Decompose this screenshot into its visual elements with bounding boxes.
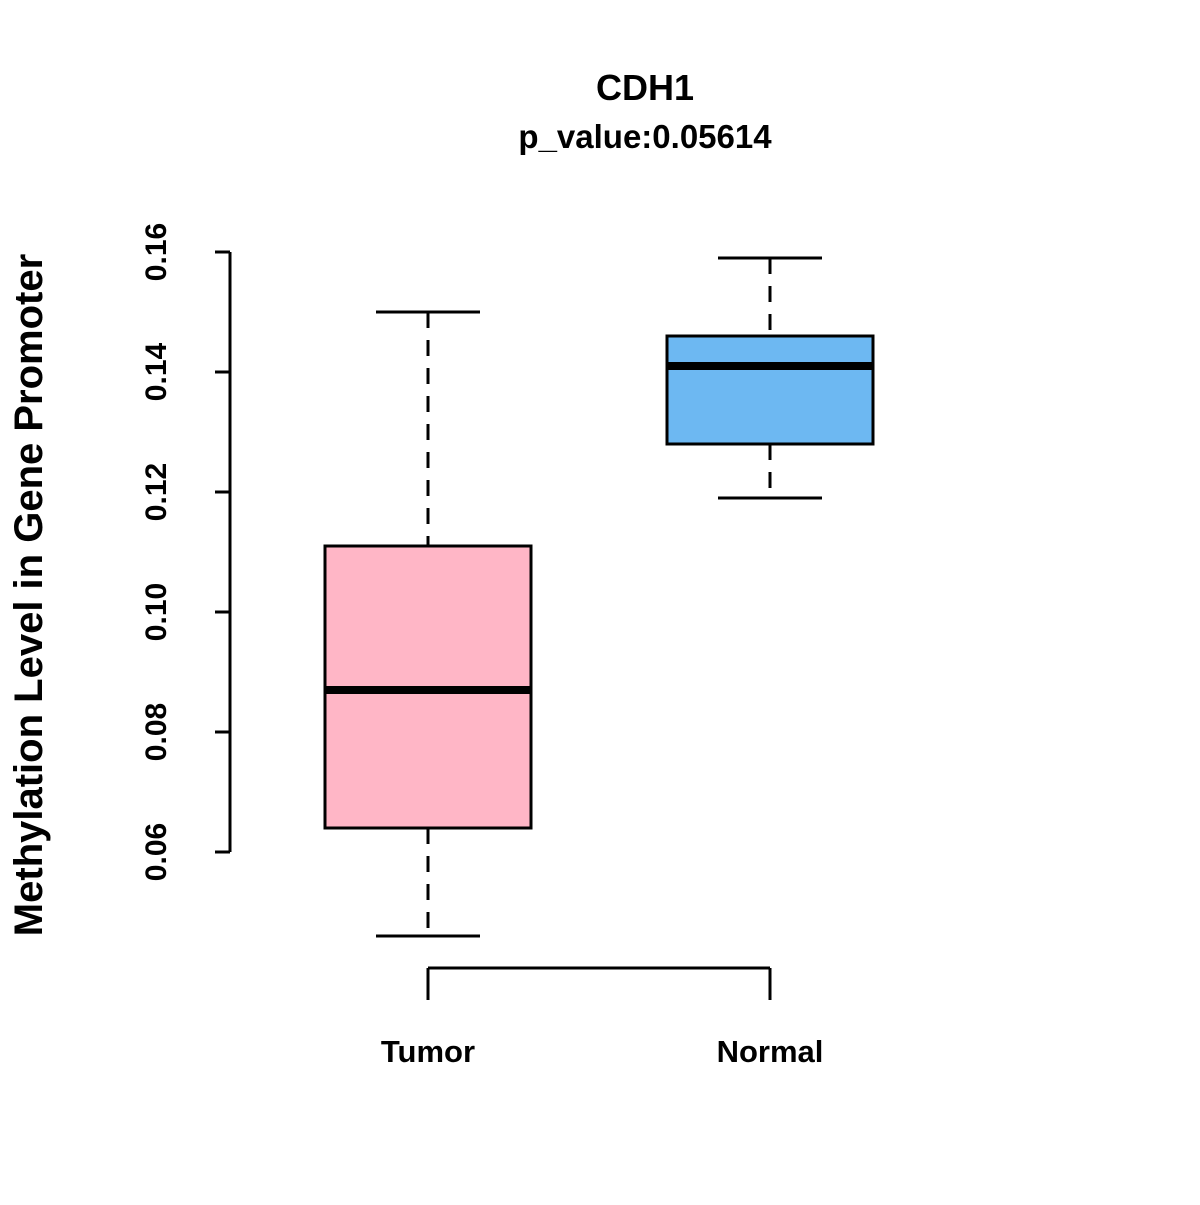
y-tick-label: 0.12 [140,463,173,521]
y-tick-label: 0.14 [140,342,173,401]
chart-title: CDH1 [596,67,694,108]
y-tick-label: 0.16 [140,223,173,281]
y-tick-label: 0.06 [140,823,173,881]
chart-subtitle: p_value:0.05614 [518,118,772,155]
y-axis-label: Methylation Level in Gene Promoter [7,254,51,936]
y-tick-label: 0.08 [140,703,173,761]
y-tick-label: 0.10 [140,583,173,641]
x-category-label: Tumor [381,1034,475,1069]
box-normal [665,334,875,446]
x-category-label: Normal [717,1034,824,1069]
